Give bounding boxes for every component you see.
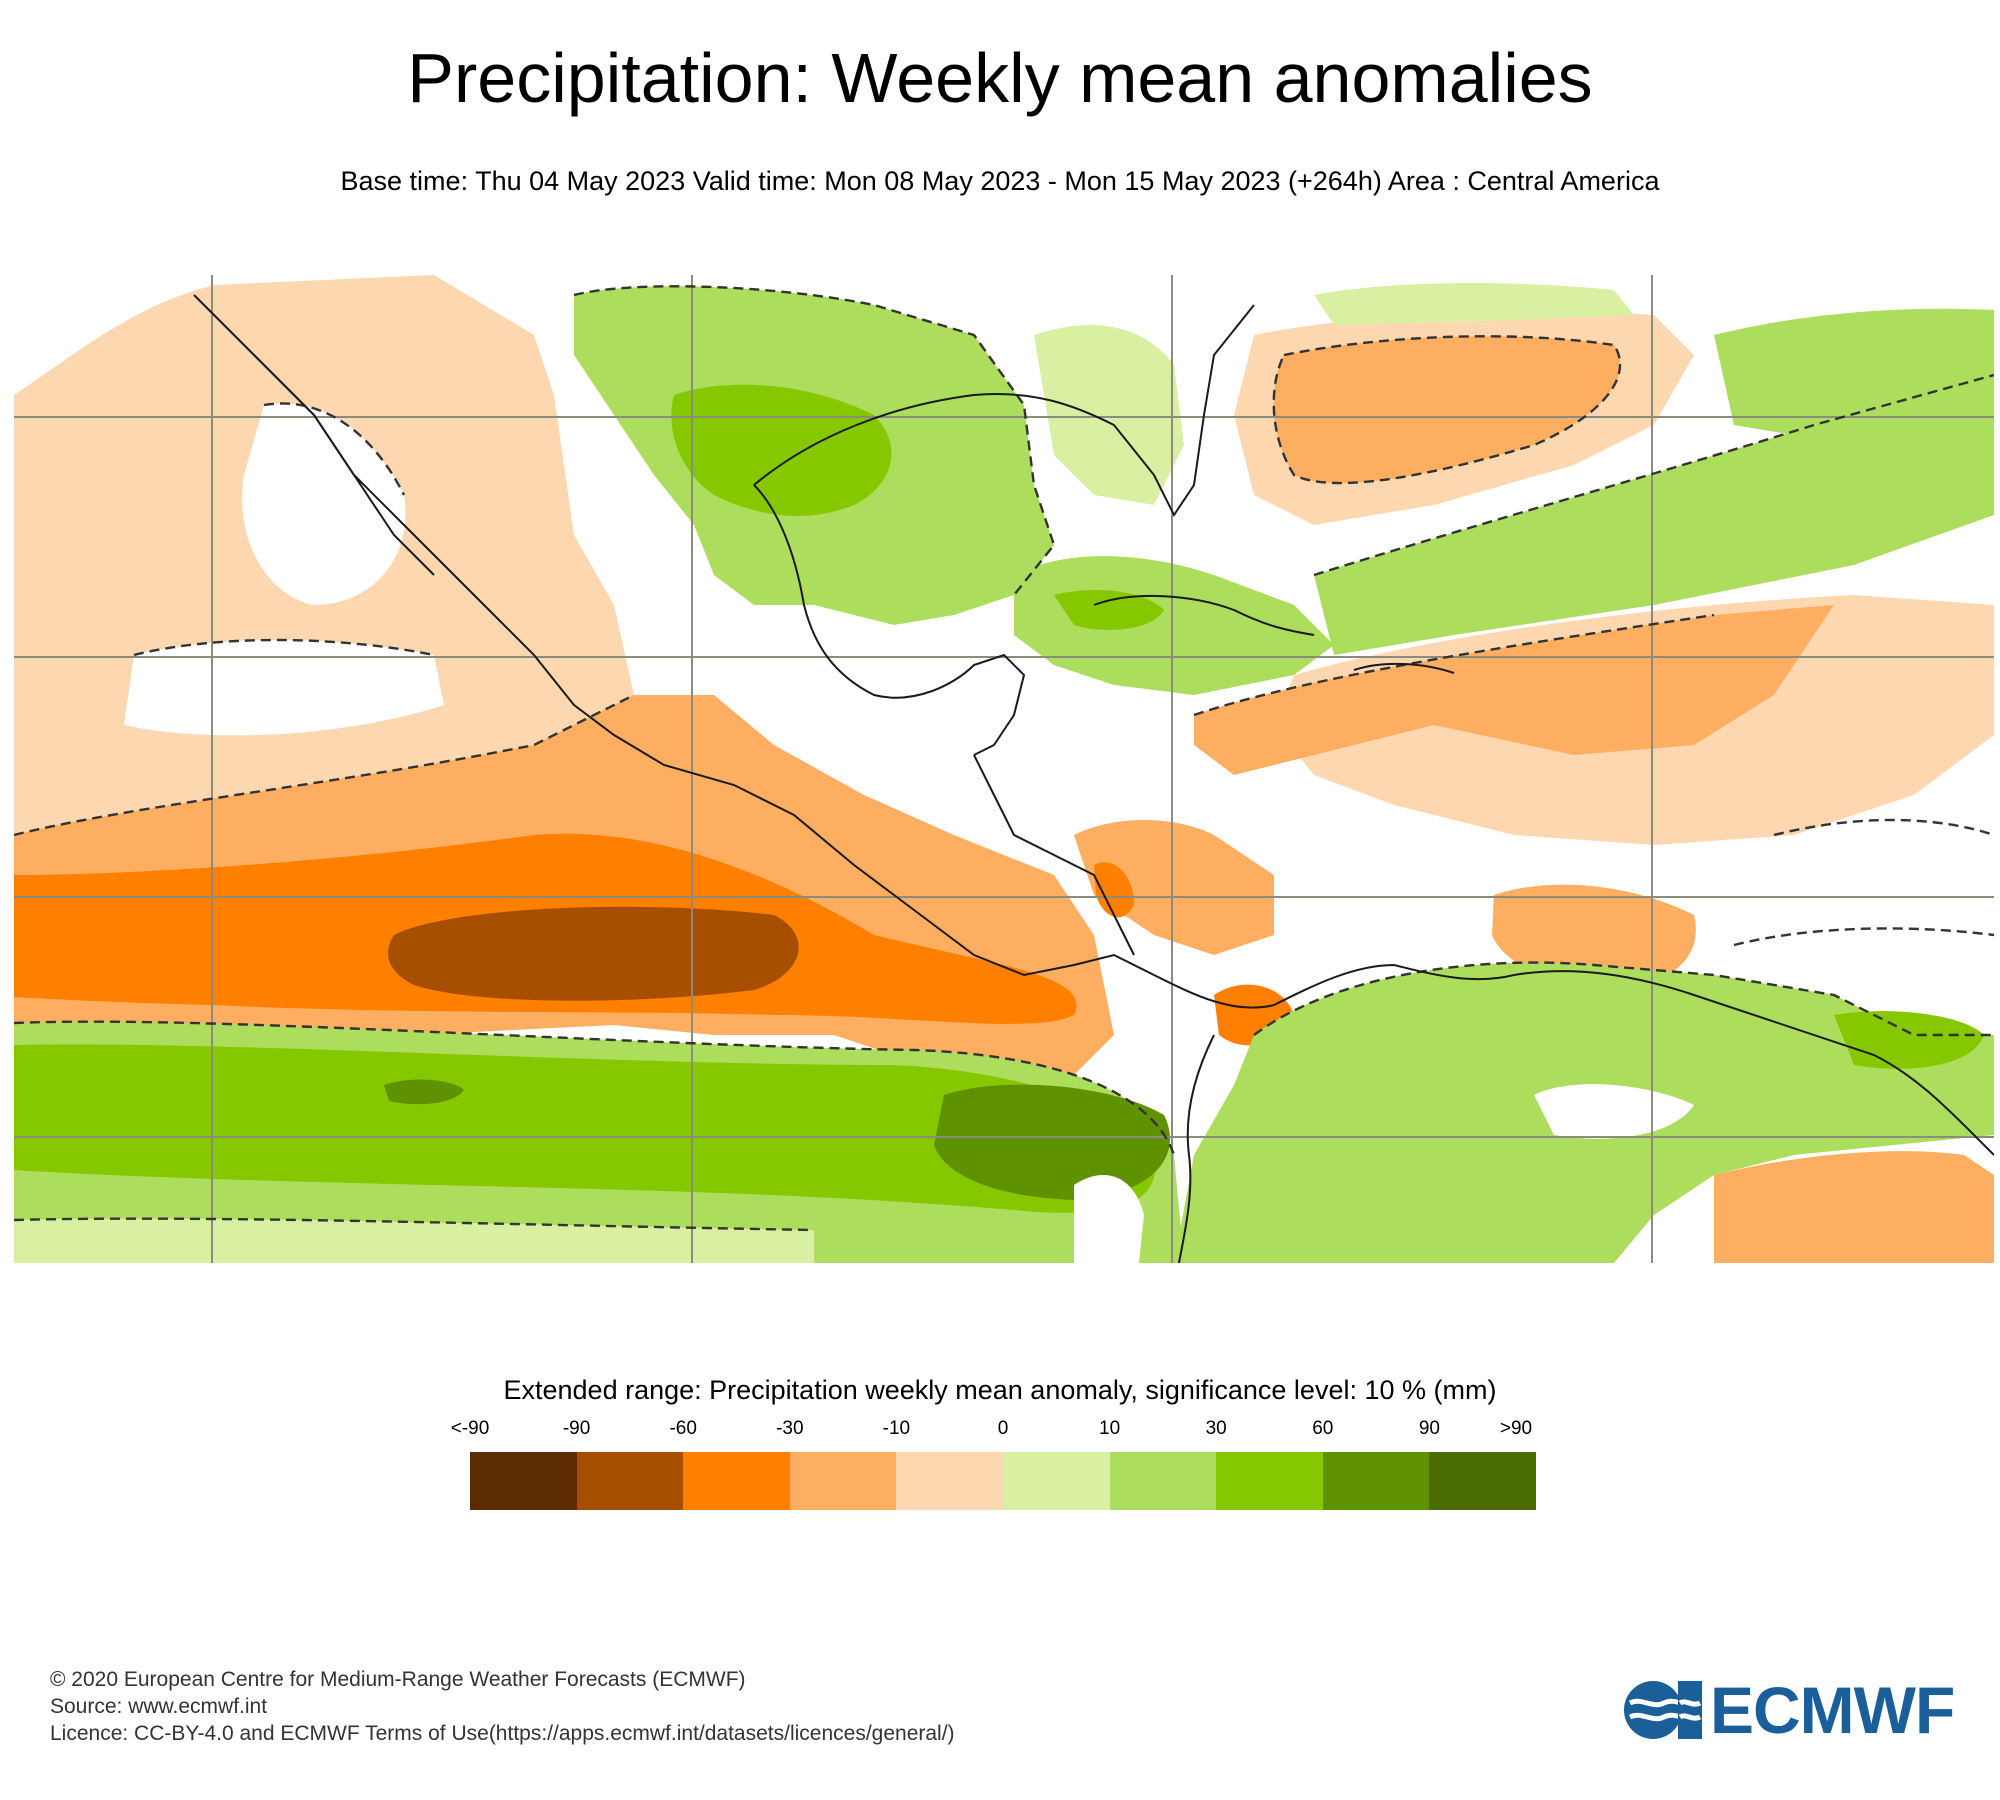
legend-swatch [1429,1452,1536,1510]
legend-label: -10 [882,1418,911,1439]
legend-label: >90 [1499,1418,1533,1439]
legend-swatch [1109,1452,1217,1510]
credits: © 2020 European Centre for Medium-Range … [50,1666,955,1747]
anomaly-region-neutral-pacific [242,403,406,605]
graticule [14,275,1994,1263]
chart-title: Precipitation: Weekly mean anomalies [407,39,1593,117]
ecmwf-logo: ECMWF [1622,1673,1962,1747]
legend-swatch [576,1452,684,1510]
anomaly-map [14,275,1994,1263]
coast-south-america [1153,963,1994,1156]
coast-mexico-pacific [193,294,1155,977]
coast-gulf [753,484,1026,756]
legend-colorbar [470,1452,1536,1510]
legend-label: 10 [1099,1418,1121,1439]
anomaly-region-pos60-small [384,1079,464,1105]
legend-swatch [683,1452,790,1510]
legend-label: 0 [997,1418,1009,1439]
legend-swatch [1322,1452,1430,1510]
anomaly-region-neutral-pacific-2 [124,640,444,736]
coastlines [193,294,1994,1263]
legend-title: Extended range: Precipitation weekly mea… [503,1375,1497,1405]
legend-swatch [789,1452,897,1510]
legend-swatch [470,1452,577,1510]
legend-swatch [1216,1452,1323,1510]
legend-label: 30 [1205,1418,1227,1439]
legend-label: 60 [1312,1418,1334,1439]
legend-swatch [896,1452,1003,1510]
anomaly-region-pos10-sw-patch [14,1218,814,1263]
chart-subtitle: Base time: Thu 04 May 2023 Valid time: M… [340,166,1660,196]
coast-ecuador [1178,1034,1215,1263]
anomaly-region-pos10-atlantic-band [1314,375,1994,655]
legend-label: -90 [562,1418,591,1439]
ecmwf-logo-text: ECMWF [1710,1673,1955,1747]
coast-cuba [1093,594,1315,636]
coast-caribbean-central [973,754,1135,956]
coast-us-gulf [753,304,1255,517]
licence-line: Licence: CC-BY-4.0 and ECMWF Terms of Us… [50,1722,955,1745]
anomaly-region-neg30-brazil [1714,1151,1994,1263]
legend-label: <-90 [450,1418,490,1439]
significance-contours [14,285,1994,1232]
legend-label: -30 [776,1418,804,1439]
legend-label: -60 [669,1418,697,1439]
anomaly-region-neg90-pacific [388,906,799,1001]
anomaly-region-neg30-colombia [1074,820,1274,955]
anomaly-region-neutral-south [1074,1175,1144,1263]
anomaly-region-pos10-top-band [1314,283,1634,325]
legend-swatch [1002,1452,1110,1510]
source-line: Source: www.ecmwf.int [50,1695,268,1718]
legend-label: 90 [1418,1418,1440,1439]
anomaly-region-pos30-caribbean [1054,590,1164,630]
anomaly-region-neg60-costarica [1094,862,1134,918]
coast-hispaniola [1353,662,1455,674]
coast-baja [253,354,435,576]
anomaly-region-neg30-atlantic-north [1273,336,1621,484]
legend-labels: <-90 -90 -60 -30 -10 0 10 30 60 90 >90 [451,1418,1536,1444]
copyright-line: © 2020 European Centre for Medium-Range … [50,1668,746,1691]
anomaly-region-pos10-ne-corner [1714,308,1994,445]
anomaly-region-neutral-brazil [1534,1084,1694,1139]
anomaly-region-pos10-florida [1034,325,1184,505]
anomaly-region-pos30-south-pacific [14,1044,1156,1213]
ecmwf-logo-icon [1624,1681,1702,1739]
anomaly-region-pos60-south-pacific [934,1084,1170,1200]
anomaly-region-neg30-atlantic-mid [1194,605,1834,775]
